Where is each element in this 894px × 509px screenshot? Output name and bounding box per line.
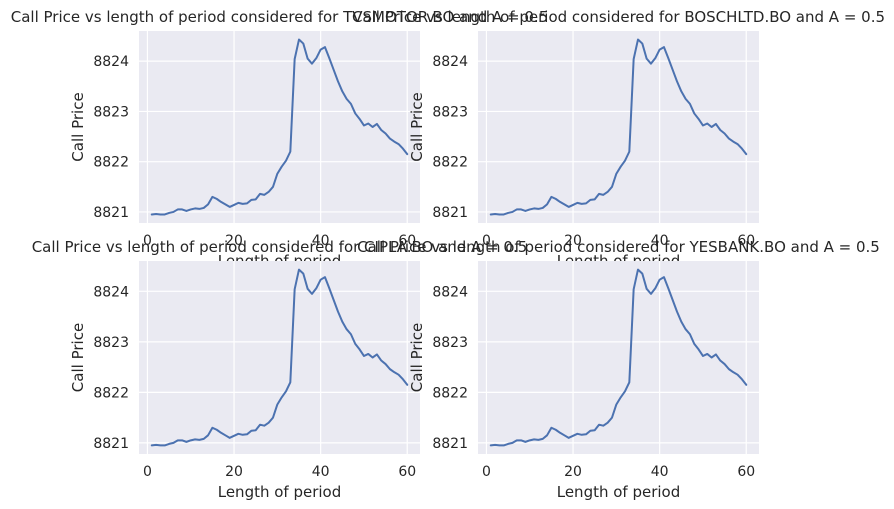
subplot-cipla-x-tick-label: 0 — [143, 464, 152, 480]
subplot-tvsmotor-y-tick-label: 8822 — [93, 155, 129, 171]
subplot-cipla: 0 20 40 60 8821 8822 8823 8824 Length of period C… — [69, 261, 420, 501]
subplot-yesbank-x-tick-label: 60 — [737, 464, 755, 480]
subplot-yesbank-y-tick-label: 8821 — [432, 436, 468, 452]
subplot-yesbank-y-tick-label: 8823 — [432, 335, 468, 351]
subplot-cipla-title: Call Price vs length of period considere… — [32, 238, 528, 256]
subplot-cipla-y-tick-label: 8822 — [93, 385, 129, 401]
subplot-cipla-x-tick-label: 20 — [225, 464, 243, 480]
subplot-boschltd-y-tick-label: 8823 — [432, 104, 468, 120]
subplot-cipla-x-tick-label: 60 — [398, 464, 416, 480]
subplot-yesbank-y-axis-label: Call Price — [408, 323, 426, 392]
subplot-cipla-x-tick-label: 40 — [312, 464, 330, 480]
subplot-boschltd-title: Call Price vs length of period considere… — [352, 8, 885, 26]
subplot-tvsmotor-y-tick-label: 8824 — [93, 54, 129, 70]
subplot-yesbank-x-tick-label: 20 — [564, 464, 582, 480]
subplot-tvsmotor-x-tick-label: 60 — [398, 233, 416, 249]
subplot-tvsmotor-y-tick-label: 8823 — [93, 104, 129, 120]
subplot-tvsmotor-x-tick-label: 40 — [312, 233, 330, 249]
subplot-boschltd-series-line — [489, 38, 748, 216]
subplot-boschltd-x-tick-label: 40 — [651, 233, 669, 249]
subplot-yesbank: 0 20 40 60 8821 8822 8823 8824 Length of period C… — [408, 261, 759, 501]
subplot-cipla-plot-area — [139, 261, 420, 454]
subplot-boschltd-plot-area — [478, 31, 759, 223]
subplot-cipla-x-axis-label: Length of period — [218, 483, 342, 501]
subplot-cipla-y-tick-label: 8823 — [93, 335, 129, 351]
subplot-yesbank-x-axis-label: Length of period — [557, 483, 681, 501]
subplot-boschltd-y-tick-label: 8821 — [432, 205, 468, 221]
subplot-tvsmotor-y-axis-label: Call Price — [69, 92, 87, 161]
subplot-boschltd-x-tick-label: 60 — [737, 233, 755, 249]
subplot-yesbank-x-tick-label: 0 — [482, 464, 491, 480]
subplot-yesbank-title: Call Price vs length of period considere… — [357, 238, 880, 256]
subplot-tvsmotor-x-tick-label: 20 — [225, 233, 243, 249]
subplot-yesbank-plot-area — [478, 261, 759, 454]
subplot-tvsmotor-plot-area — [139, 31, 420, 223]
subplot-boschltd-y-tick-label: 8822 — [432, 155, 468, 171]
subplot-cipla-y-tick-label: 8824 — [93, 284, 129, 300]
subplot-cipla-y-tick-label: 8821 — [93, 436, 129, 452]
subplot-boschltd-x-tick-label: 0 — [482, 233, 491, 249]
subplot-yesbank-x-tick-label: 40 — [651, 464, 669, 480]
subplot-tvsmotor-series-line — [150, 38, 409, 216]
subplot-tvsmotor-title: Call Price vs length of period considere… — [11, 8, 549, 26]
subplot-yesbank-y-tick-label: 8822 — [432, 385, 468, 401]
subplot-boschltd-y-tick-label: 8824 — [432, 54, 468, 70]
subplot-boschltd-x-tick-label: 20 — [564, 233, 582, 249]
subplot-tvsmotor-x-tick-label: 0 — [143, 233, 152, 249]
subplot-yesbank-y-tick-label: 8824 — [432, 284, 468, 300]
subplot-cipla-series-line — [150, 268, 409, 447]
subplot-boschltd-y-axis-label: Call Price — [408, 92, 426, 161]
subplot-tvsmotor-y-tick-label: 8821 — [93, 205, 129, 221]
subplot-cipla-y-axis-label: Call Price — [69, 323, 87, 392]
subplot-yesbank-series-line — [489, 268, 748, 447]
